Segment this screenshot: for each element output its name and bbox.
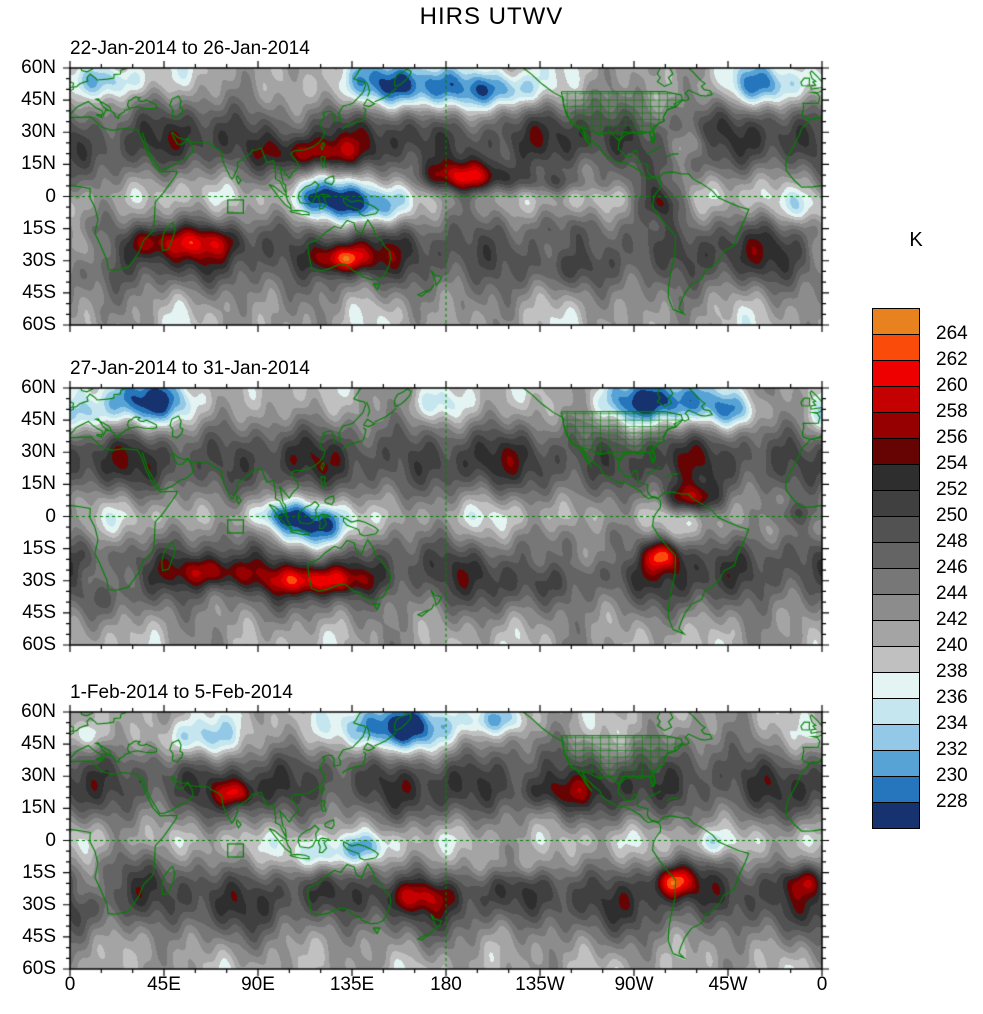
colorbar-tick-label: 254 (936, 453, 968, 474)
map-canvas-2 (60, 378, 832, 655)
lon-tick-label: 90E (241, 974, 275, 995)
colorbar-blocks (872, 308, 920, 829)
colorbar-tick-label: 252 (936, 479, 968, 500)
colorbar-tick-label: 236 (936, 687, 968, 708)
lat-tick-label: 60N (21, 701, 56, 722)
colorbar-tick-label: 246 (936, 557, 968, 578)
lat-tick-label: 60S (22, 314, 56, 335)
colorbar-tick-label: 248 (936, 531, 968, 552)
colorbar-tick-label: 242 (936, 609, 968, 630)
lon-tick-label: 90W (614, 974, 654, 995)
lat-tick-label: 30N (21, 441, 56, 463)
lat-tick-label: 45S (22, 925, 56, 947)
colorbar-tick-label: 256 (936, 427, 968, 448)
lon-tick-label: 45W (708, 974, 748, 995)
lat-tick-label: 15N (21, 473, 56, 495)
colorbar-tick-label: 230 (936, 765, 968, 786)
colorbar-tick-label: 250 (936, 505, 968, 526)
lat-tick-label: 60S (22, 958, 56, 979)
colorbar-tick-label: 232 (936, 739, 968, 760)
lat-tick-label: 15S (22, 861, 56, 883)
lat-tick-label: 45N (21, 89, 56, 111)
lon-tick-label: 180 (430, 974, 462, 995)
lon-tick-label: 135E (329, 974, 375, 995)
lat-tick-label: 15N (21, 153, 56, 175)
colorbar-swatch (872, 308, 920, 335)
lat-tick-label: 45S (22, 601, 56, 623)
lon-tick-label: 135W (515, 974, 565, 995)
colorbar-swatch (872, 490, 920, 517)
lat-tick-label: 45S (22, 281, 56, 303)
colorbar-swatch (872, 568, 920, 595)
lat-tick-label: 15S (22, 217, 56, 239)
colorbar-swatch (872, 334, 920, 361)
lat-tick-label: 30S (22, 893, 56, 915)
colorbar-swatch (872, 438, 920, 465)
colorbar-swatch (872, 620, 920, 647)
lat-tick-label: 15N (21, 797, 56, 819)
colorbar-swatch (872, 776, 920, 803)
colorbar-unit-label: K (909, 229, 923, 251)
lat-tick-label: 60N (21, 377, 56, 398)
panel-1-title: 22-Jan-2014 to 26-Jan-2014 (70, 38, 310, 59)
colorbar-swatch (872, 412, 920, 439)
colorbar-tick-label: 244 (936, 583, 968, 604)
colorbar-swatch (872, 724, 920, 751)
colorbar-swatch (872, 698, 920, 725)
chart-title: HIRS UTWV (419, 3, 564, 30)
lat-tick-label: 0 (45, 829, 56, 851)
lat-tick-label: 15S (22, 537, 56, 559)
colorbar-swatch (872, 802, 920, 829)
lat-tick-label: 45N (21, 409, 56, 431)
colorbar-tick-label: 228 (936, 791, 968, 812)
colorbar-tick-label: 240 (936, 635, 968, 656)
colorbar-swatch (872, 386, 920, 413)
colorbar-swatch (872, 360, 920, 387)
colorbar-swatch (872, 672, 920, 699)
colorbar-swatch (872, 646, 920, 673)
lon-tick-label: 45E (147, 974, 181, 995)
lat-tick-label: 45N (21, 733, 56, 755)
colorbar-tick-label: 234 (936, 713, 968, 734)
colorbar-swatch (872, 542, 920, 569)
panel-3-title: 1-Feb-2014 to 5-Feb-2014 (70, 682, 293, 703)
colorbar-tick-label: 258 (936, 401, 968, 422)
lat-tick-label: 0 (45, 185, 56, 207)
panel-2-title: 27-Jan-2014 to 31-Jan-2014 (70, 358, 310, 379)
colorbar-swatch (872, 516, 920, 543)
lat-tick-label: 60N (21, 57, 56, 78)
colorbar-swatch (872, 464, 920, 491)
lat-tick-label: 0 (45, 505, 56, 527)
lat-tick-label: 60S (22, 634, 56, 655)
colorbar-tick-label: 260 (936, 375, 968, 396)
lat-tick-label: 30S (22, 569, 56, 591)
colorbar-tick-label: 238 (936, 661, 968, 682)
colorbar-swatch (872, 594, 920, 621)
map-canvas-1 (60, 58, 832, 335)
map-canvas-3 (60, 702, 832, 979)
lat-tick-label: 30N (21, 121, 56, 143)
colorbar-tick-label: 264 (936, 323, 968, 344)
colorbar-swatch (872, 750, 920, 777)
lon-tick-label: 0 (816, 974, 828, 995)
lat-tick-label: 30N (21, 765, 56, 787)
lat-tick-label: 30S (22, 249, 56, 271)
colorbar-tick-label: 262 (936, 349, 968, 370)
lon-tick-label: 0 (64, 974, 76, 995)
